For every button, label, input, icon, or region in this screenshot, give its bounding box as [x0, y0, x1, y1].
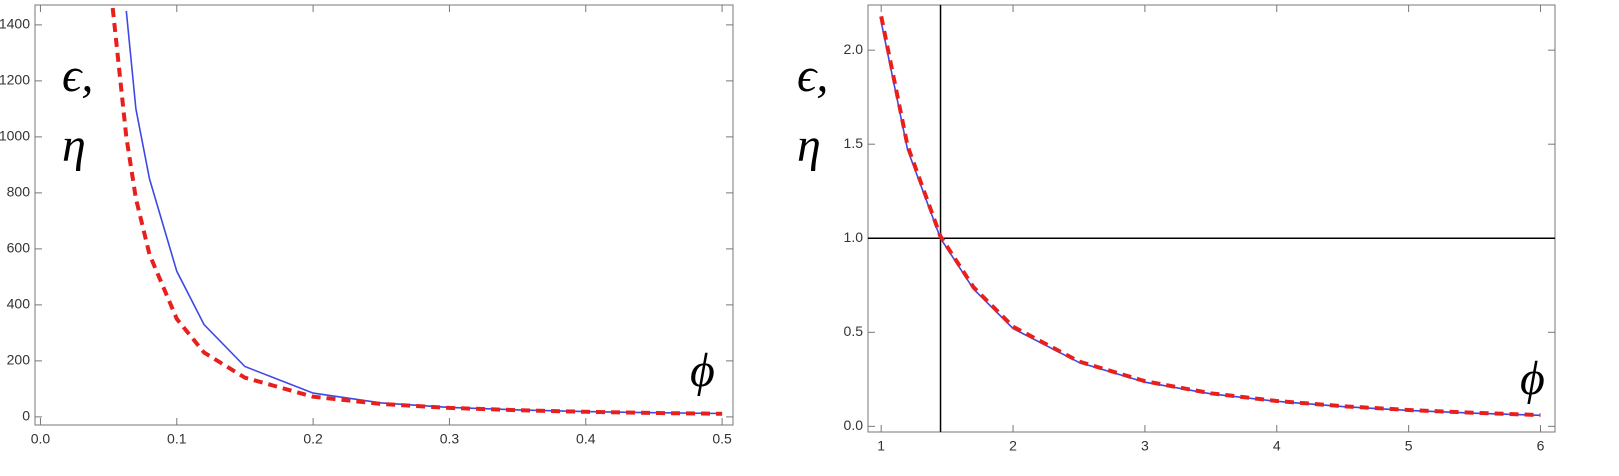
x-tick-label: 4: [1273, 438, 1281, 454]
y-tick-label: 1200: [0, 72, 30, 88]
x-tick-label: 2: [1009, 438, 1017, 454]
x-tick-label: 0.3: [440, 431, 460, 447]
series-line: [880, 21, 1541, 417]
y-tick-label: 600: [7, 240, 31, 256]
plot: 0.0 0.1 0.2 0.3 0.4 0.5 0 200 400 600 800 1000 1200 1…: [0, 4, 734, 447]
x-tick-label: 5: [1405, 438, 1413, 454]
plot: 1 2 3 4 5 6 0.0 0.5 1.0 1.5 2.0 ϵ, η ϕ: [797, 4, 1556, 454]
y-axis-label: ϵ,: [62, 49, 93, 102]
y-tick-label: 0.5: [844, 323, 864, 339]
y-tick-label: 1000: [0, 128, 30, 144]
x-axis-label: ϕ: [690, 344, 715, 397]
y-tick-label: 400: [7, 296, 31, 312]
x-tick-label: 0.5: [712, 431, 732, 447]
x-tick-label: 1: [877, 438, 885, 454]
x-tick-label: 0.4: [576, 431, 596, 447]
y-tick-label: 1.5: [844, 135, 864, 151]
series-line: [125, 10, 723, 415]
y-tick-label: 1.0: [844, 229, 864, 245]
y-axis-label: η: [62, 119, 86, 172]
x-axis-label: ϕ: [1520, 352, 1545, 405]
x-tick-label: 0.1: [167, 431, 187, 447]
plot-frame: [34, 4, 734, 426]
y-tick-label: 200: [7, 352, 31, 368]
y-axis-label: η: [797, 119, 821, 172]
y-tick-label: 0.0: [844, 417, 864, 433]
x-tick-label: 0.2: [303, 431, 323, 447]
y-tick-label: 2.0: [844, 41, 864, 57]
y-tick-label: 0: [22, 408, 30, 424]
x-tick-label: 0.0: [31, 431, 51, 447]
y-tick-label: 1400: [0, 16, 30, 32]
x-tick-label: 3: [1141, 438, 1149, 454]
y-tick-label: 800: [7, 184, 31, 200]
series-line: [879, 15, 1541, 418]
plot-frame: [867, 4, 1556, 433]
series-line: [110, 7, 723, 416]
y-axis-label: ϵ,: [797, 49, 828, 102]
x-tick-label: 6: [1537, 438, 1545, 454]
